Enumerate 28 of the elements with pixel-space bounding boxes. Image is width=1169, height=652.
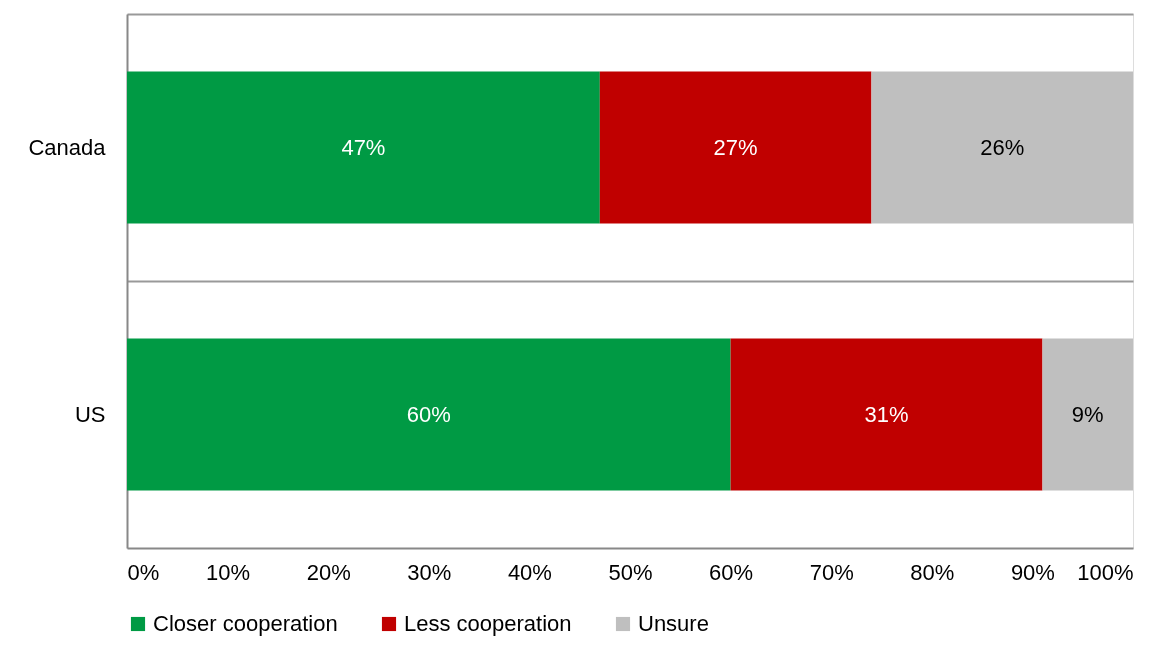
x-tick-label: 70% (809, 559, 854, 585)
x-tick-label: 0% (127, 559, 160, 585)
bar (127, 338, 731, 491)
text: 31% (864, 401, 909, 427)
x-tick-label: 100% (1077, 559, 1134, 585)
bar (1042, 338, 1133, 491)
x-tick-label: 90% (1010, 559, 1055, 585)
x-tick-label: 30% (407, 559, 452, 585)
x-tick-label: 80% (910, 559, 955, 585)
bar (730, 338, 1043, 491)
x-tick-label: 60% (709, 559, 754, 585)
x-tick-label: 20% (306, 559, 351, 585)
text: 47% (341, 134, 386, 160)
bar (871, 71, 1133, 224)
x-tick-label: 40% (507, 559, 552, 585)
text: 60% (406, 401, 451, 427)
text: 26% (980, 134, 1025, 160)
y-tick-label: Canada (28, 134, 107, 160)
legend-label: Closer cooperation (153, 611, 338, 636)
text: 27% (713, 134, 758, 160)
bar (599, 71, 872, 224)
legend-label: Less cooperation (404, 611, 572, 636)
y-tick-label: US (74, 401, 106, 427)
legend-label: Unsure (638, 611, 709, 636)
text: 9% (1071, 401, 1104, 427)
x-tick-label: 50% (608, 559, 653, 585)
bar (127, 71, 600, 224)
x-tick-label: 10% (206, 559, 251, 585)
